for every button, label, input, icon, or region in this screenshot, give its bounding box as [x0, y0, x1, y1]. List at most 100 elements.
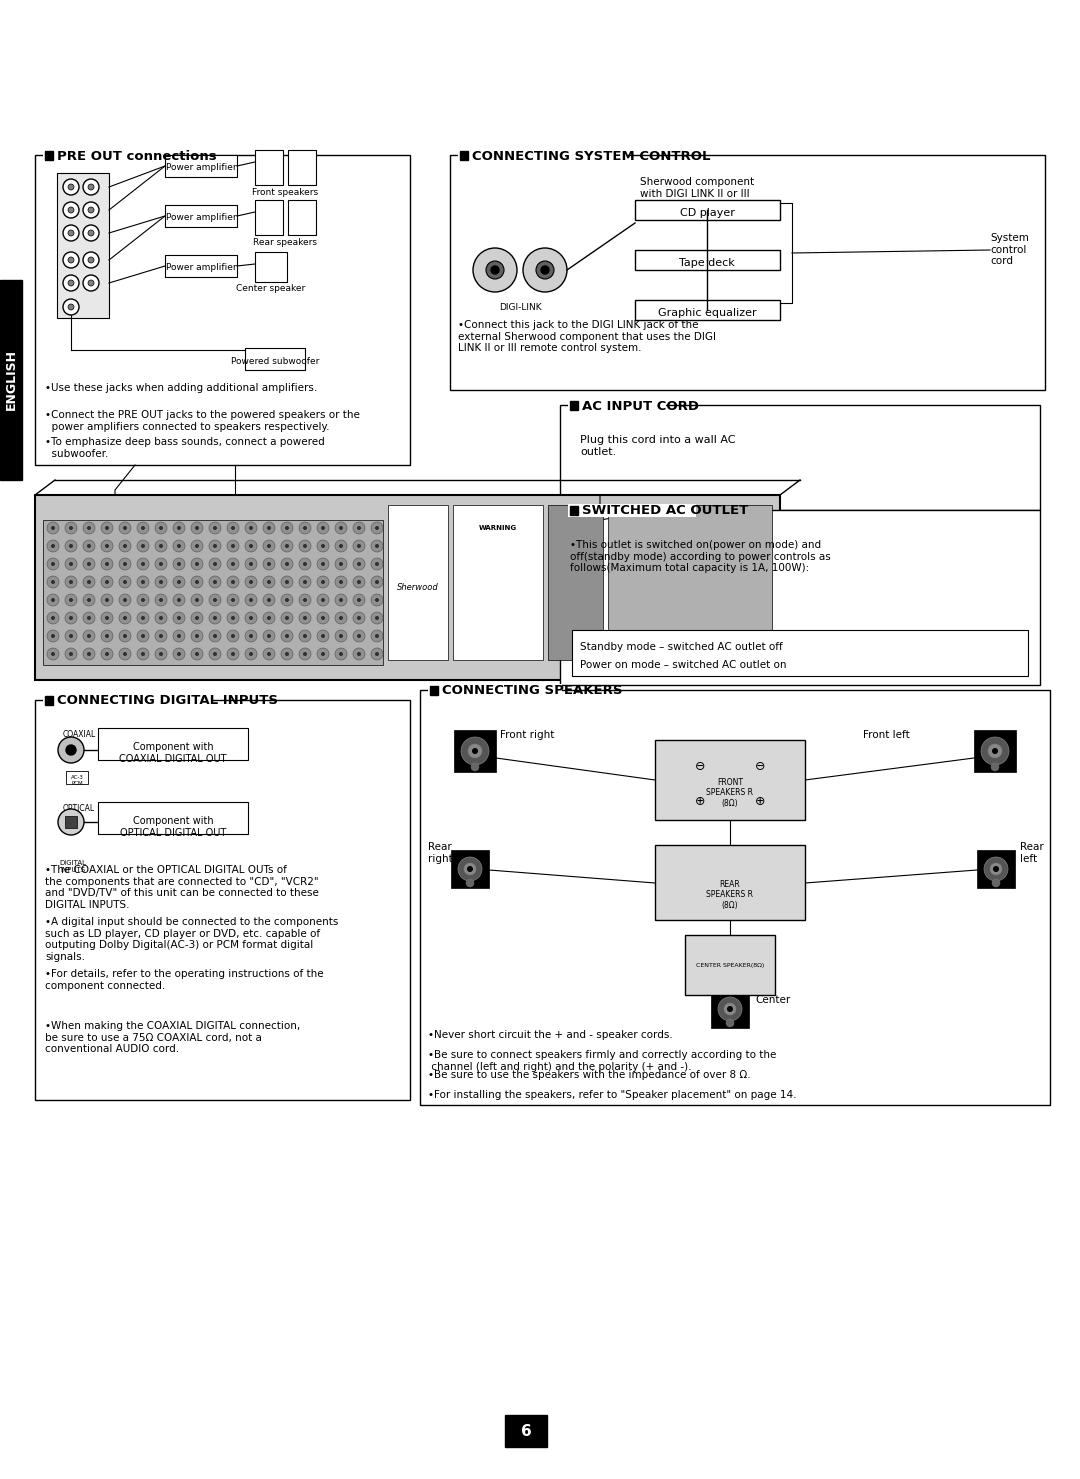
Circle shape [83, 225, 99, 241]
Circle shape [281, 612, 293, 624]
Bar [711, 989, 750, 1028]
Circle shape [993, 879, 1000, 887]
Circle shape [177, 615, 181, 620]
Circle shape [249, 634, 253, 637]
Circle shape [156, 595, 167, 606]
Circle shape [353, 595, 365, 606]
Text: •Be sure to connect speakers firmly and correctly according to the
 channel (lef: •Be sure to connect speakers firmly and … [428, 1050, 777, 1072]
Circle shape [210, 648, 221, 660]
Circle shape [105, 580, 109, 584]
Circle shape [523, 248, 567, 291]
Circle shape [123, 562, 127, 566]
Circle shape [105, 615, 109, 620]
Circle shape [51, 598, 55, 602]
Circle shape [51, 652, 55, 657]
Circle shape [63, 203, 79, 217]
Circle shape [227, 558, 239, 569]
Circle shape [245, 522, 257, 534]
Circle shape [195, 580, 199, 584]
Bar [98, 802, 248, 834]
Circle shape [375, 615, 379, 620]
Circle shape [357, 598, 361, 602]
Circle shape [83, 540, 95, 552]
Text: AC-3
PCM: AC-3 PCM [70, 775, 83, 785]
Bar [43, 521, 383, 666]
Circle shape [281, 540, 293, 552]
Circle shape [63, 179, 79, 195]
Text: Sherwood: Sherwood [397, 583, 438, 592]
Circle shape [718, 997, 742, 1021]
Text: •Be sure to use the speakers with the impedance of over 8 Ω.: •Be sure to use the speakers with the im… [428, 1069, 751, 1080]
Circle shape [195, 598, 199, 602]
Circle shape [458, 856, 482, 881]
Circle shape [87, 598, 91, 602]
Circle shape [227, 648, 239, 660]
Circle shape [372, 630, 383, 642]
Circle shape [318, 540, 329, 552]
Circle shape [65, 522, 77, 534]
Circle shape [375, 544, 379, 549]
Text: Power amplifier: Power amplifier [165, 163, 237, 172]
Circle shape [724, 1003, 735, 1015]
Circle shape [357, 544, 361, 549]
Circle shape [177, 580, 181, 584]
Circle shape [267, 615, 271, 620]
Circle shape [249, 562, 253, 566]
Circle shape [83, 612, 95, 624]
Text: Front right: Front right [500, 731, 554, 740]
Circle shape [303, 527, 307, 529]
Circle shape [321, 615, 325, 620]
Bar [454, 731, 496, 772]
Circle shape [119, 558, 131, 569]
Circle shape [191, 575, 203, 589]
Circle shape [102, 595, 113, 606]
Circle shape [159, 634, 163, 637]
Circle shape [245, 648, 257, 660]
Circle shape [357, 634, 361, 637]
Circle shape [65, 648, 77, 660]
Circle shape [285, 598, 289, 602]
Circle shape [48, 575, 59, 589]
Circle shape [726, 1019, 734, 1026]
Text: CENTER SPEAKER(8Ω): CENTER SPEAKER(8Ω) [696, 963, 765, 967]
Text: CONNECTING DIGITAL INPUTS: CONNECTING DIGITAL INPUTS [57, 695, 278, 707]
Circle shape [141, 598, 145, 602]
Circle shape [303, 598, 307, 602]
Text: Component with
COAXIAL DIGITAL OUT: Component with COAXIAL DIGITAL OUT [119, 742, 227, 763]
Circle shape [69, 562, 73, 566]
Bar [45, 697, 53, 705]
Circle shape [191, 522, 203, 534]
Circle shape [303, 652, 307, 657]
Circle shape [372, 648, 383, 660]
Circle shape [141, 580, 145, 584]
Text: PRE OUT connections: PRE OUT connections [57, 149, 217, 163]
Circle shape [249, 652, 253, 657]
Circle shape [156, 522, 167, 534]
Circle shape [123, 544, 127, 549]
Circle shape [123, 634, 127, 637]
Circle shape [245, 540, 257, 552]
Circle shape [87, 257, 94, 263]
Circle shape [65, 558, 77, 569]
Bar [43, 694, 213, 707]
Circle shape [119, 575, 131, 589]
Bar [654, 845, 805, 920]
Circle shape [156, 630, 167, 642]
Circle shape [177, 634, 181, 637]
Bar [66, 771, 87, 784]
Bar [255, 251, 287, 282]
Circle shape [281, 648, 293, 660]
Circle shape [249, 580, 253, 584]
Circle shape [119, 522, 131, 534]
Circle shape [264, 540, 275, 552]
Circle shape [87, 183, 94, 189]
Circle shape [177, 652, 181, 657]
Circle shape [105, 527, 109, 529]
Circle shape [191, 558, 203, 569]
Circle shape [372, 612, 383, 624]
Circle shape [177, 562, 181, 566]
Circle shape [87, 634, 91, 637]
Circle shape [318, 522, 329, 534]
Circle shape [195, 652, 199, 657]
Circle shape [339, 615, 343, 620]
